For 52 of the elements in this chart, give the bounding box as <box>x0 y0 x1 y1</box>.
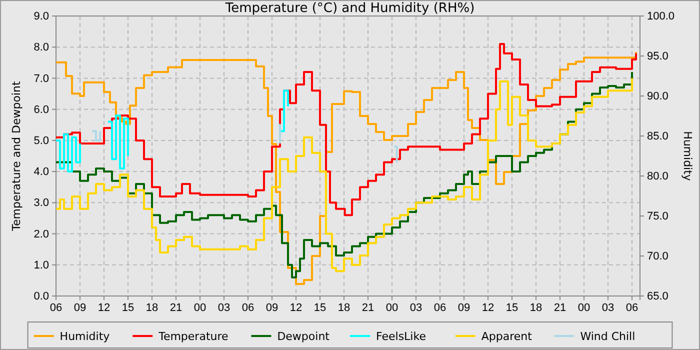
x-tick-label: 09 <box>266 302 278 314</box>
x-tick-label: 06 <box>434 302 446 314</box>
y2-tick-label: 70.0 <box>647 250 668 263</box>
y2-tick-label: 65.0 <box>647 290 668 303</box>
x-tick-label: 00 <box>578 302 590 314</box>
y-tick-label: 7.0 <box>34 72 49 85</box>
x-tick-label: 06 <box>626 302 638 314</box>
x-tick-label: 15 <box>506 302 518 314</box>
y2-axis-title: Humidity <box>681 131 694 182</box>
y-tick-label: 4.0 <box>34 166 49 178</box>
y-tick-label: 8.0 <box>34 42 49 54</box>
y-tick-label: 0.0 <box>34 290 49 303</box>
y2-tick-label: 85.0 <box>647 130 668 143</box>
x-tick-label: 03 <box>218 302 230 314</box>
x-tick-label: 00 <box>194 302 206 314</box>
x-tick-label: 12 <box>98 302 110 314</box>
x-tick-label: 06 <box>242 302 254 314</box>
legend-label: Humidity <box>60 330 110 343</box>
x-tick-label: 12 <box>290 302 302 314</box>
y-tick-label: 5.0 <box>34 134 49 147</box>
legend-label: FeelsLike <box>376 330 426 343</box>
y2-tick-label: 100.0 <box>647 10 675 23</box>
x-tick-label: 15 <box>122 302 134 314</box>
x-tick-label: 03 <box>410 302 422 314</box>
y-tick-label: 9.0 <box>34 10 49 23</box>
y-tick-label: 3.0 <box>34 197 49 210</box>
y2-tick-label: 75.0 <box>647 210 668 223</box>
x-tick-label: 12 <box>482 302 494 314</box>
y-axis-title: Temperature and Dewpoint <box>10 80 23 232</box>
legend-label: Temperature <box>158 330 229 343</box>
y2-tick-label: 95.0 <box>647 50 668 63</box>
x-tick-label: 21 <box>554 302 566 314</box>
x-tick-label: 21 <box>170 302 182 314</box>
y2-tick-label: 80.0 <box>647 170 668 183</box>
y-tick-label: 2.0 <box>34 228 49 240</box>
x-tick-label: 21 <box>362 302 374 314</box>
x-tick-label: 18 <box>338 302 350 314</box>
legend-label: Apparent <box>481 330 533 343</box>
x-tick-label: 18 <box>146 302 158 314</box>
x-tick-label: 18 <box>530 302 542 314</box>
y-tick-label: 1.0 <box>34 259 49 272</box>
x-tick-label: 00 <box>386 302 398 314</box>
y2-tick-label: 90.0 <box>647 90 668 103</box>
chart-title: Temperature (°C) and Humidity (RH%) <box>224 1 475 16</box>
legend-label: Dewpoint <box>277 330 330 343</box>
x-tick-label: 15 <box>314 302 326 314</box>
x-tick-label: 09 <box>74 302 86 314</box>
y-tick-label: 6.0 <box>34 104 49 116</box>
x-tick-label: 03 <box>602 302 614 314</box>
legend-label: Wind Chill <box>580 330 636 343</box>
x-tick-label: 06 <box>50 302 62 314</box>
x-tick-label: 09 <box>458 302 470 314</box>
